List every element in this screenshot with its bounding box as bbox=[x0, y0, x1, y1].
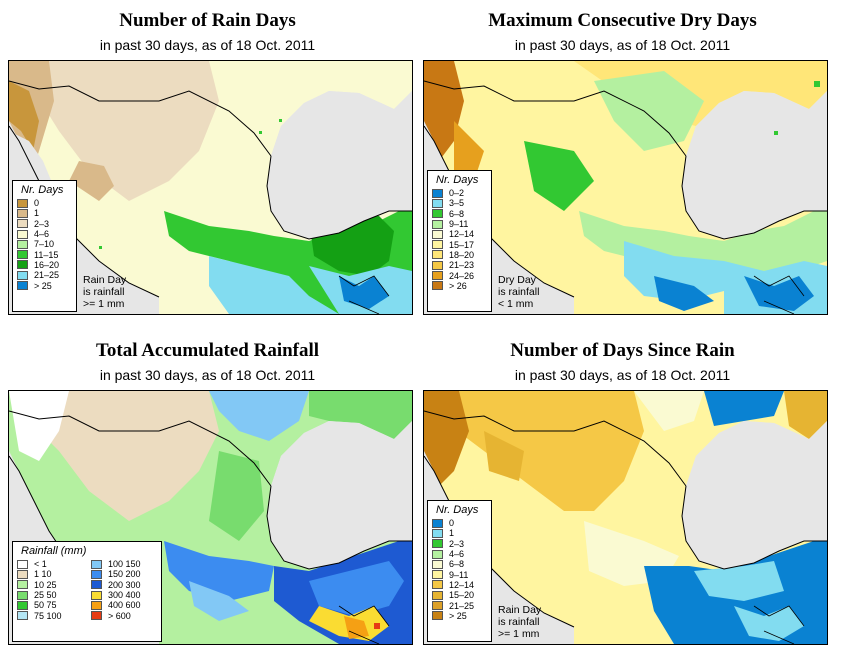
legend-item: 2–3 bbox=[432, 539, 491, 549]
legend-item: 2–3 bbox=[17, 219, 76, 229]
legend-item: 1 bbox=[17, 208, 76, 218]
legend-item: 3–5 bbox=[432, 198, 491, 208]
panel-title: Number of Days Since Rain bbox=[510, 340, 735, 361]
panel-title: Number of Rain Days bbox=[119, 10, 296, 31]
legend-item: 18–20 bbox=[432, 250, 491, 260]
panel-subtitle: in past 30 days, as of 18 Oct. 2011 bbox=[99, 37, 316, 53]
legend-item: 4–6 bbox=[17, 229, 76, 239]
legend-item: 9–11 bbox=[432, 569, 491, 580]
legend-item: < 1 bbox=[17, 559, 87, 569]
panel-rain-days: Number of Rain Days in past 30 days, as … bbox=[0, 0, 415, 320]
legend-title: Nr. Days bbox=[21, 184, 64, 196]
legend-item: 9–11 bbox=[432, 219, 491, 229]
legend-item: 4–6 bbox=[432, 549, 491, 559]
legend-item: 75 100 bbox=[17, 610, 87, 621]
legend-item: 0 bbox=[17, 198, 76, 208]
legend-item: 300 400 bbox=[91, 590, 161, 600]
legend-item: 1 10 bbox=[17, 569, 87, 579]
map-total-rainfall: Rainfall (mm) < 1 1 10 10 25 25 50 50 75… bbox=[8, 390, 413, 645]
legend-item: 0 bbox=[432, 518, 491, 528]
legend-item: > 25 bbox=[17, 280, 76, 291]
legend-item: 15–17 bbox=[432, 239, 491, 250]
legend-item: 21–23 bbox=[432, 260, 491, 270]
legend-item: 21–25 bbox=[17, 270, 76, 280]
map-days-since-rain: Nr. Days 0 1 2–3 4–6 6–8 9–11 12–14 15–2… bbox=[423, 390, 828, 645]
map-max-dry-days: Nr. Days 0–2 3–5 6–8 9–11 12–14 15–17 18… bbox=[423, 60, 828, 315]
legend-item: 150 200 bbox=[91, 569, 161, 579]
legend-item: 25 50 bbox=[17, 590, 87, 600]
panel-subtitle: in past 30 days, as of 18 Oct. 2011 bbox=[99, 367, 316, 383]
legend-item: 21–25 bbox=[432, 600, 491, 611]
legend-title: Nr. Days bbox=[436, 504, 479, 516]
map-rain-days: Nr. Days 0 1 2–3 4–6 7–10 11–15 16–20 21… bbox=[8, 60, 413, 315]
legend-item: 24–26 bbox=[432, 270, 491, 281]
legend-item: 200 300 bbox=[91, 580, 161, 590]
legend-item: 11–15 bbox=[17, 249, 76, 260]
legend-item: 100 150 bbox=[91, 559, 161, 569]
legend: Nr. Days 0 1 2–3 4–6 6–8 9–11 12–14 15–2… bbox=[427, 500, 492, 642]
legend: Nr. Days 0 1 2–3 4–6 7–10 11–15 16–20 21… bbox=[12, 180, 77, 312]
legend-item: 12–14 bbox=[432, 580, 491, 590]
legend-item: > 25 bbox=[432, 611, 491, 621]
legend-item: 400 600 bbox=[91, 600, 161, 610]
legend: Nr. Days 0–2 3–5 6–8 9–11 12–14 15–17 18… bbox=[427, 170, 492, 312]
legend-title: Rainfall (mm) bbox=[21, 545, 87, 557]
legend: Rainfall (mm) < 1 1 10 10 25 25 50 50 75… bbox=[12, 541, 162, 642]
panel-subtitle: in past 30 days, as of 18 Oct. 2011 bbox=[514, 367, 731, 383]
legend-item: 15–20 bbox=[432, 590, 491, 600]
map-note: Dry Day is rainfall < 1 mm bbox=[498, 274, 540, 310]
legend-item: 0–2 bbox=[432, 188, 491, 198]
panel-title: Maximum Consecutive Dry Days bbox=[488, 10, 757, 31]
legend-item: 16–20 bbox=[17, 260, 76, 270]
legend-item: 7–10 bbox=[17, 239, 76, 249]
legend-item: > 26 bbox=[432, 281, 491, 291]
legend-item: 50 75 bbox=[17, 600, 87, 610]
legend-item: 6–8 bbox=[432, 559, 491, 569]
panel-max-dry-days: Maximum Consecutive Dry Days in past 30 … bbox=[415, 0, 830, 320]
legend-item: 6–8 bbox=[432, 209, 491, 219]
legend-item: 1 bbox=[432, 528, 491, 538]
panel-days-since-rain: Number of Days Since Rain in past 30 day… bbox=[415, 330, 830, 650]
legend-item: 10 25 bbox=[17, 580, 87, 590]
legend-title: Nr. Days bbox=[436, 174, 479, 186]
panel-total-rainfall: Total Accumulated Rainfall in past 30 da… bbox=[0, 330, 415, 650]
legend-item: 12–14 bbox=[432, 229, 491, 239]
map-note: Rain Day is rainfall >= 1 mm bbox=[83, 274, 127, 310]
map-note: Rain Day is rainfall >= 1 mm bbox=[498, 604, 542, 640]
legend-item: > 600 bbox=[91, 610, 161, 621]
panel-subtitle: in past 30 days, as of 18 Oct. 2011 bbox=[514, 37, 731, 53]
panel-title: Total Accumulated Rainfall bbox=[95, 340, 320, 361]
